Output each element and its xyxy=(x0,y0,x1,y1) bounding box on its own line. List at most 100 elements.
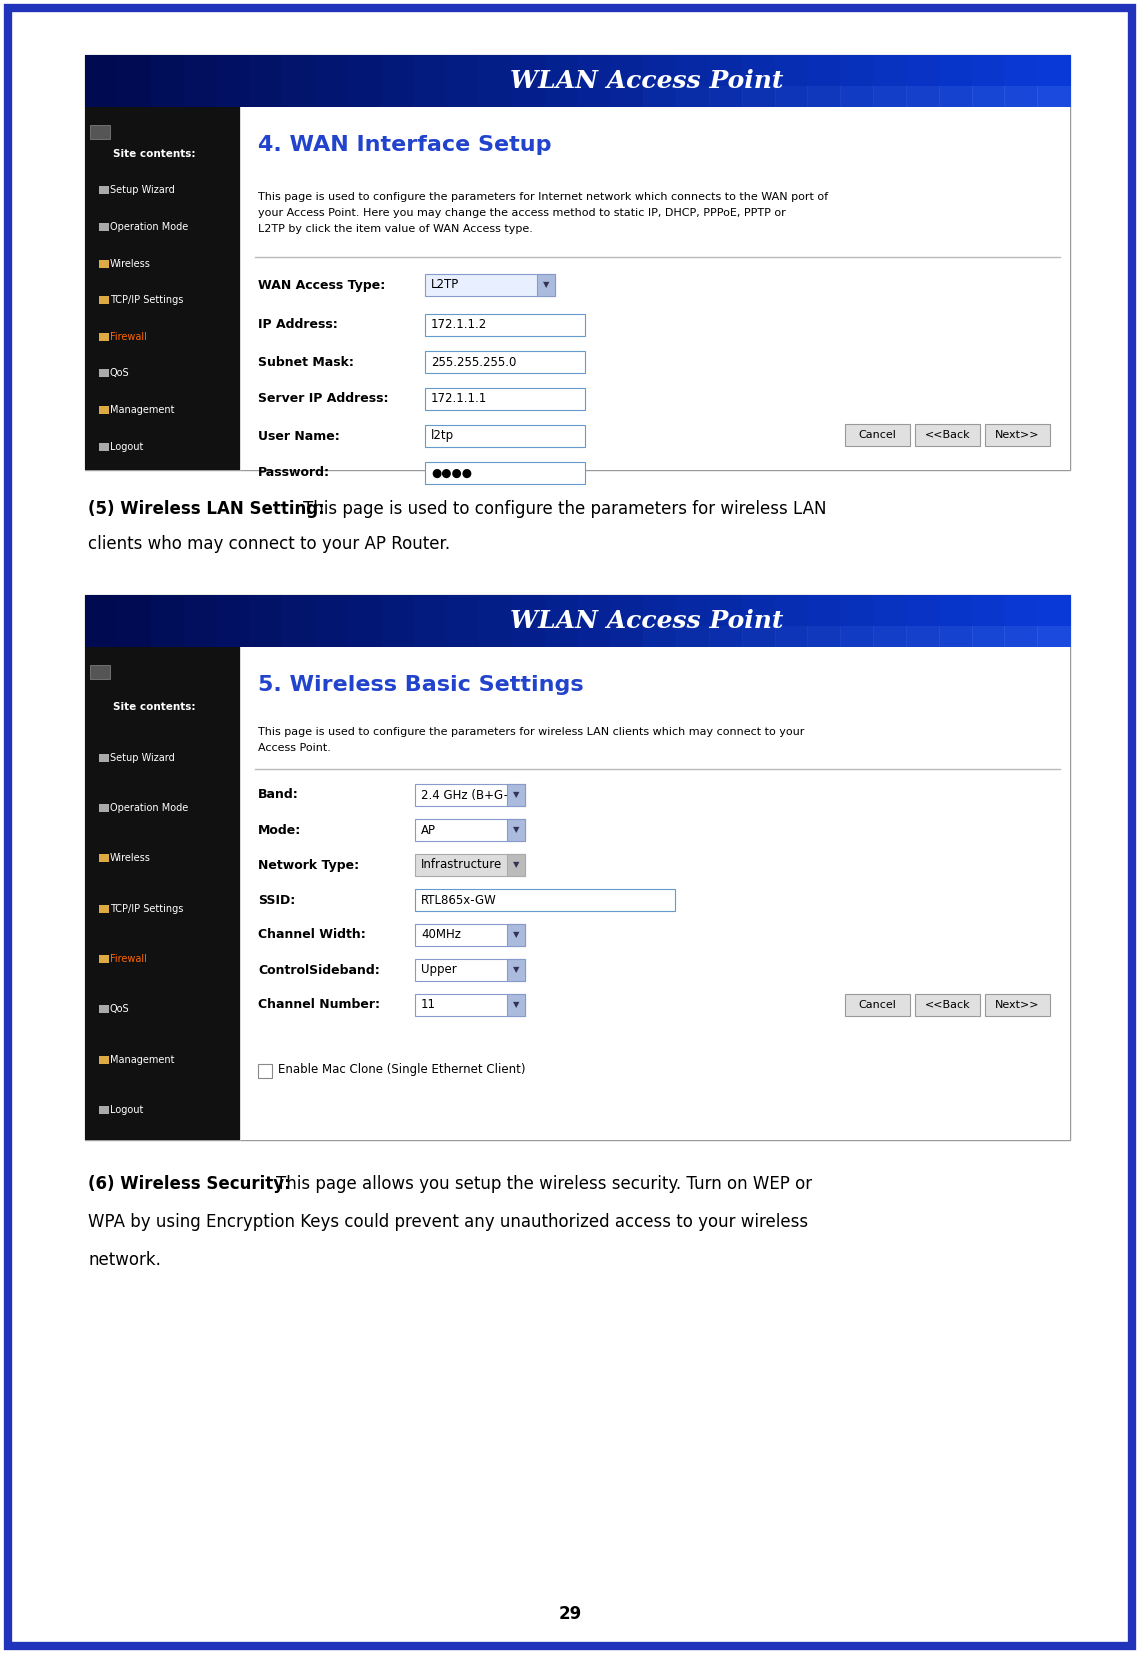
Bar xyxy=(578,595,611,647)
Bar xyxy=(742,55,775,108)
Bar xyxy=(985,994,1050,1016)
Bar xyxy=(873,627,906,647)
Text: ▼: ▼ xyxy=(513,931,519,939)
Text: This page is used to configure the parameters for wireless LAN clients which may: This page is used to configure the param… xyxy=(258,728,805,738)
Bar xyxy=(250,595,283,647)
Text: AP: AP xyxy=(421,824,435,837)
Text: network.: network. xyxy=(88,1250,161,1269)
Text: 255.255.255.0: 255.255.255.0 xyxy=(431,356,516,369)
Bar xyxy=(709,627,742,647)
Bar xyxy=(578,55,611,108)
Text: Password:: Password: xyxy=(258,466,329,480)
Bar xyxy=(840,55,874,108)
Text: ▼: ▼ xyxy=(543,281,549,289)
Bar xyxy=(150,595,185,647)
Bar xyxy=(840,595,874,647)
Bar xyxy=(415,959,526,981)
Bar xyxy=(99,443,109,450)
Bar xyxy=(425,351,585,374)
Bar xyxy=(676,595,710,647)
Text: IP Address:: IP Address: xyxy=(258,319,337,331)
Text: Wireless: Wireless xyxy=(109,853,150,863)
Bar xyxy=(415,853,526,877)
Bar xyxy=(807,55,841,108)
Text: Channel Width:: Channel Width: xyxy=(258,928,366,941)
Bar xyxy=(807,595,841,647)
Bar xyxy=(415,784,526,805)
Bar xyxy=(415,888,675,911)
Bar xyxy=(99,332,109,341)
Bar xyxy=(906,55,939,108)
Bar xyxy=(241,108,1070,470)
Text: Operation Mode: Operation Mode xyxy=(109,802,188,814)
Bar xyxy=(117,55,152,108)
Text: Next>>: Next>> xyxy=(995,1001,1040,1011)
Bar xyxy=(479,55,513,108)
Bar xyxy=(425,461,585,485)
Bar xyxy=(1004,595,1039,647)
Bar xyxy=(1037,627,1070,647)
Bar xyxy=(845,994,910,1016)
Bar xyxy=(425,389,585,410)
Bar xyxy=(117,595,152,647)
Bar xyxy=(99,1107,109,1113)
Bar xyxy=(774,55,808,108)
Bar xyxy=(348,55,382,108)
Bar xyxy=(610,595,644,647)
Bar xyxy=(840,627,874,647)
Text: L2TP by click the item value of WAN Access type.: L2TP by click the item value of WAN Acce… xyxy=(258,223,532,233)
Text: Infrastructure: Infrastructure xyxy=(421,858,503,872)
Text: Setup Wizard: Setup Wizard xyxy=(109,753,174,762)
Bar xyxy=(99,1055,109,1064)
Text: Server IP Address:: Server IP Address: xyxy=(258,392,389,405)
Text: Subnet Mask:: Subnet Mask: xyxy=(258,356,353,369)
Bar xyxy=(774,86,808,108)
Bar xyxy=(99,260,109,268)
Bar xyxy=(610,55,644,108)
Bar xyxy=(90,665,109,680)
Bar xyxy=(774,627,808,647)
Text: Management: Management xyxy=(109,405,174,415)
Bar xyxy=(915,423,980,447)
Bar xyxy=(906,595,939,647)
Text: l2tp: l2tp xyxy=(431,430,454,443)
Bar xyxy=(971,627,1005,647)
Text: 172.1.1.2: 172.1.1.2 xyxy=(431,319,487,331)
Bar xyxy=(873,55,906,108)
Bar xyxy=(676,86,710,108)
Bar xyxy=(742,627,775,647)
Bar xyxy=(906,627,939,647)
Bar xyxy=(99,853,109,862)
Bar xyxy=(1037,55,1070,108)
Bar xyxy=(381,55,414,108)
Bar xyxy=(938,55,972,108)
Bar xyxy=(1037,595,1070,647)
Bar xyxy=(971,86,1005,108)
Bar xyxy=(86,55,119,108)
Text: WPA by using Encryption Keys could prevent any unauthorized access to your wirel: WPA by using Encryption Keys could preve… xyxy=(88,1212,808,1231)
Text: WAN Access Type:: WAN Access Type: xyxy=(258,278,385,291)
Bar xyxy=(415,819,526,840)
Text: Firewall: Firewall xyxy=(109,954,147,964)
Bar xyxy=(512,55,546,108)
Text: RTL865x-GW: RTL865x-GW xyxy=(421,893,497,906)
Bar xyxy=(315,595,349,647)
Text: Channel Number:: Channel Number: xyxy=(258,999,380,1012)
Bar xyxy=(938,627,972,647)
Bar xyxy=(676,627,710,647)
Bar xyxy=(643,595,677,647)
Text: ControlSideband:: ControlSideband: xyxy=(258,964,380,976)
Bar xyxy=(610,86,644,108)
Text: 5. Wireless Basic Settings: 5. Wireless Basic Settings xyxy=(258,675,584,695)
Bar xyxy=(971,55,1005,108)
Bar xyxy=(99,187,109,194)
Text: Cancel: Cancel xyxy=(858,430,896,440)
Text: Logout: Logout xyxy=(109,1105,144,1115)
Bar xyxy=(217,595,250,647)
Bar xyxy=(610,627,644,647)
Bar xyxy=(1004,627,1039,647)
Bar xyxy=(446,595,480,647)
Bar xyxy=(1004,86,1039,108)
Bar xyxy=(742,595,775,647)
Bar xyxy=(415,925,526,946)
